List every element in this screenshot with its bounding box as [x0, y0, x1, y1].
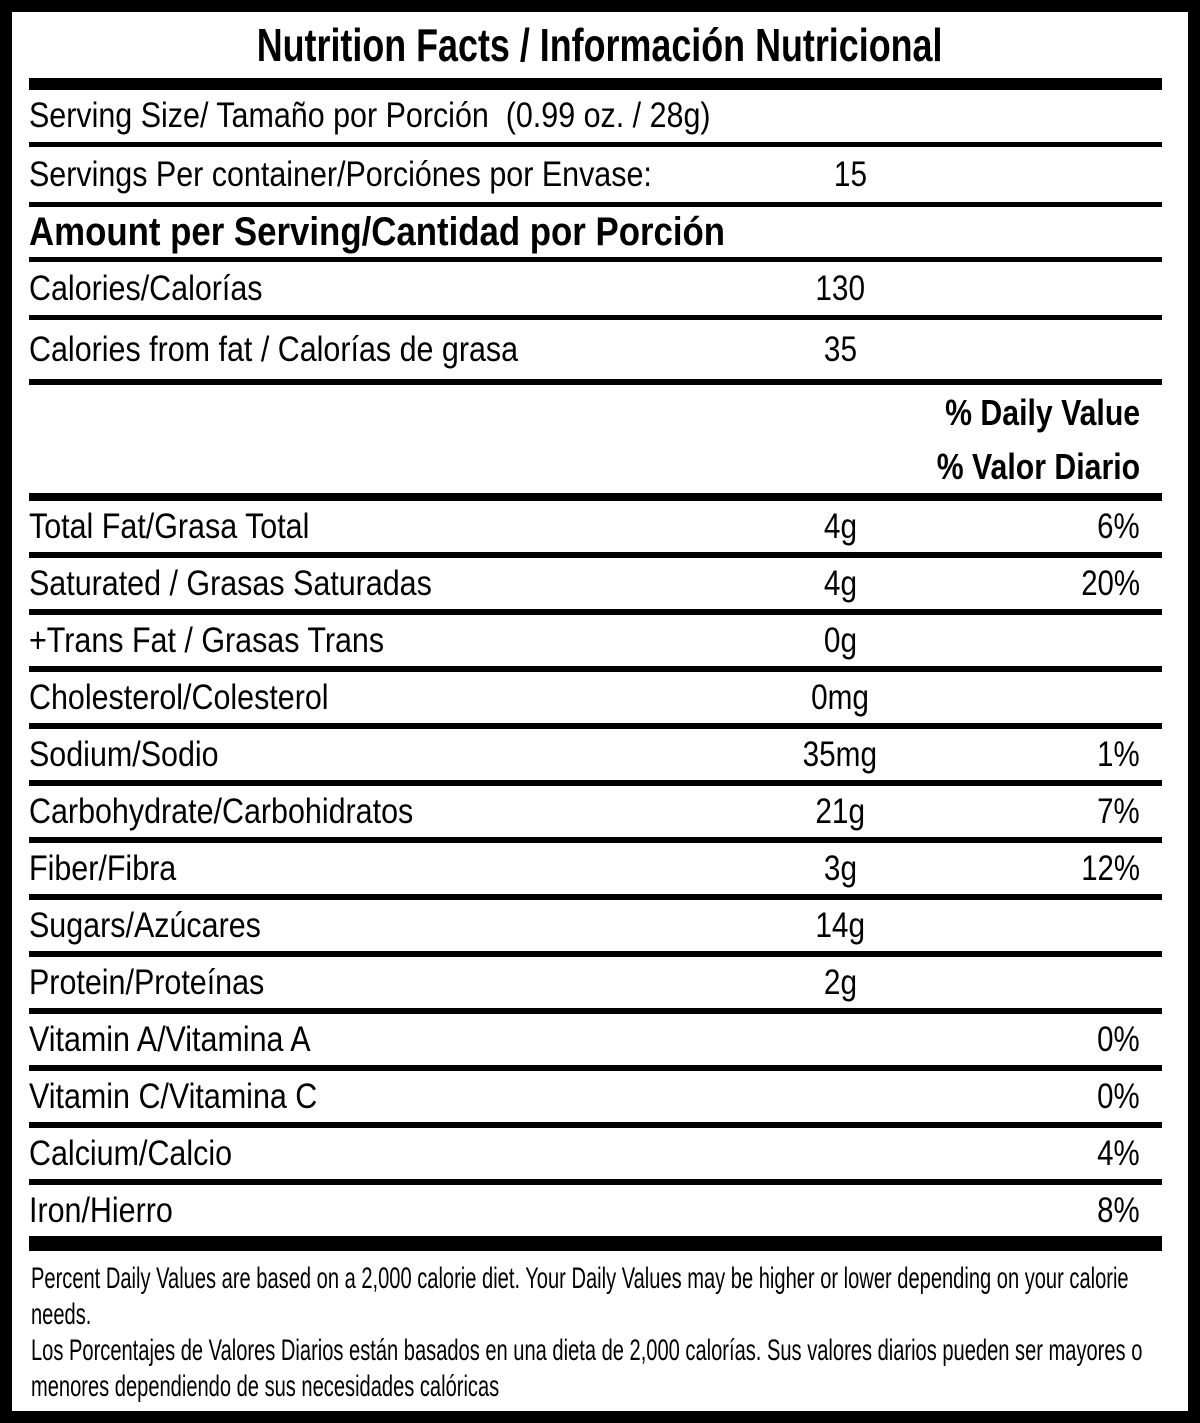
nutrient-row-cholesterol: Cholesterol/Colesterol 0mg — [29, 672, 1162, 729]
nutrient-amount: 35mg — [802, 734, 878, 774]
nutrient-amount: 4g — [823, 506, 857, 546]
calories-from-fat-label: Calories from fat / Calorías de grasa — [29, 329, 519, 369]
nutrient-amount: 2g — [823, 962, 857, 1002]
nutrient-label: Protein/Proteínas — [29, 962, 265, 1002]
daily-value-header-row-es: % Valor Diario — [29, 441, 1162, 501]
nutrient-amount: 3g — [823, 848, 857, 888]
nutrient-dv: 8% — [1097, 1190, 1140, 1230]
nutrient-row-trans-fat: +Trans Fat / Grasas Trans 0g — [29, 615, 1162, 672]
nutrient-dv: 0% — [1097, 1076, 1140, 1116]
servings-per-container-value: 15 — [834, 154, 868, 194]
nutrient-row-total-fat: Total Fat/Grasa Total 4g 6% — [29, 501, 1162, 558]
servings-per-container-row: Servings Per container/Porciónes por Env… — [29, 147, 1162, 207]
nutrient-dv: 1% — [1097, 734, 1140, 774]
daily-value-header-en: % Daily Value — [945, 392, 1140, 433]
nutrient-label: Carbohydrate/Carbohidratos — [29, 791, 414, 831]
nutrient-amount: 0mg — [811, 677, 869, 717]
nutrient-row-iron: Iron/Hierro 8% — [29, 1185, 1162, 1242]
nutrient-row-protein: Protein/Proteínas 2g — [29, 957, 1162, 1014]
daily-value-header-es: % Valor Diario — [936, 446, 1140, 487]
nutrient-row-vitamin-a: Vitamin A/Vitamina A 0% — [29, 1014, 1162, 1071]
nutrient-label: Vitamin A/Vitamina A — [29, 1019, 311, 1059]
nutrient-amount: 21g — [815, 791, 865, 831]
nutrient-label: Total Fat/Grasa Total — [29, 506, 310, 546]
nutrient-label: +Trans Fat / Grasas Trans — [29, 620, 385, 660]
nutrient-label: Vitamin C/Vitamina C — [29, 1076, 318, 1116]
nutrient-dv: 20% — [1081, 563, 1140, 603]
footnotes: Percent Daily Values are based on a 2,00… — [29, 1251, 1162, 1405]
calories-from-fat-value: 35 — [823, 329, 857, 369]
nutrient-row-vitamin-c: Vitamin C/Vitamina C 0% — [29, 1071, 1162, 1128]
nutrient-row-saturated-fat: Saturated / Grasas Saturadas 4g 20% — [29, 558, 1162, 615]
nutrient-row-sodium: Sodium/Sodio 35mg 1% — [29, 729, 1162, 786]
calories-label: Calories/Calorías — [29, 268, 263, 308]
nutrient-label: Iron/Hierro — [29, 1190, 173, 1230]
title-divider-bar — [29, 78, 1162, 90]
daily-value-header-row-en: % Daily Value — [29, 385, 1162, 441]
calories-value: 130 — [815, 268, 865, 308]
servings-per-container-label: Servings Per container/Porciónes por Env… — [29, 154, 652, 194]
calories-from-fat-row: Calories from fat / Calorías de grasa 35 — [29, 320, 1162, 385]
footnote-divider-bar — [29, 1242, 1162, 1251]
nutrient-label: Sugars/Azúcares — [29, 905, 261, 945]
serving-size-row: Serving Size/ Tamaño por Porción (0.99 o… — [29, 90, 1162, 147]
calories-row: Calories/Calorías 130 — [29, 262, 1162, 320]
nutrient-amount: 0g — [823, 620, 857, 660]
amount-per-serving-row: Amount per Serving/Cantidad por Porción — [29, 207, 1162, 262]
nutrient-dv: 6% — [1097, 506, 1140, 546]
nutrient-label: Cholesterol/Colesterol — [29, 677, 329, 717]
nutrient-dv: 4% — [1097, 1133, 1140, 1173]
nutrient-label: Saturated / Grasas Saturadas — [29, 563, 432, 603]
nutrient-label: Fiber/Fibra — [29, 848, 177, 888]
nutrient-dv: 7% — [1097, 791, 1140, 831]
label-title: Nutrition Facts / Información Nutriciona… — [257, 19, 943, 71]
nutrient-amount: 14g — [815, 905, 865, 945]
nutrient-row-carbohydrate: Carbohydrate/Carbohidratos 21g 7% — [29, 786, 1162, 843]
nutrient-dv: 12% — [1081, 848, 1140, 888]
nutrient-amount: 4g — [823, 563, 857, 603]
amount-per-serving-header: Amount per Serving/Cantidad por Porción — [29, 209, 726, 254]
nutrient-dv: 0% — [1097, 1019, 1140, 1059]
nutrient-label: Sodium/Sodio — [29, 734, 219, 774]
label-content: Serving Size/ Tamaño por Porción (0.99 o… — [12, 78, 1188, 1405]
serving-size-label: Serving Size/ Tamaño por Porción (0.99 o… — [29, 96, 711, 135]
nutrient-label: Calcium/Calcio — [29, 1133, 233, 1173]
nutrient-row-calcium: Calcium/Calcio 4% — [29, 1128, 1162, 1185]
nutrient-row-sugars: Sugars/Azúcares 14g — [29, 900, 1162, 957]
footnote-es: Los Porcentajes de Valores Diarios están… — [31, 1334, 1143, 1403]
footnote-en: Percent Daily Values are based on a 2,00… — [31, 1262, 1129, 1331]
label-title-row: Nutrition Facts / Información Nutriciona… — [12, 12, 1188, 78]
nutrient-row-fiber: Fiber/Fibra 3g 12% — [29, 843, 1162, 900]
